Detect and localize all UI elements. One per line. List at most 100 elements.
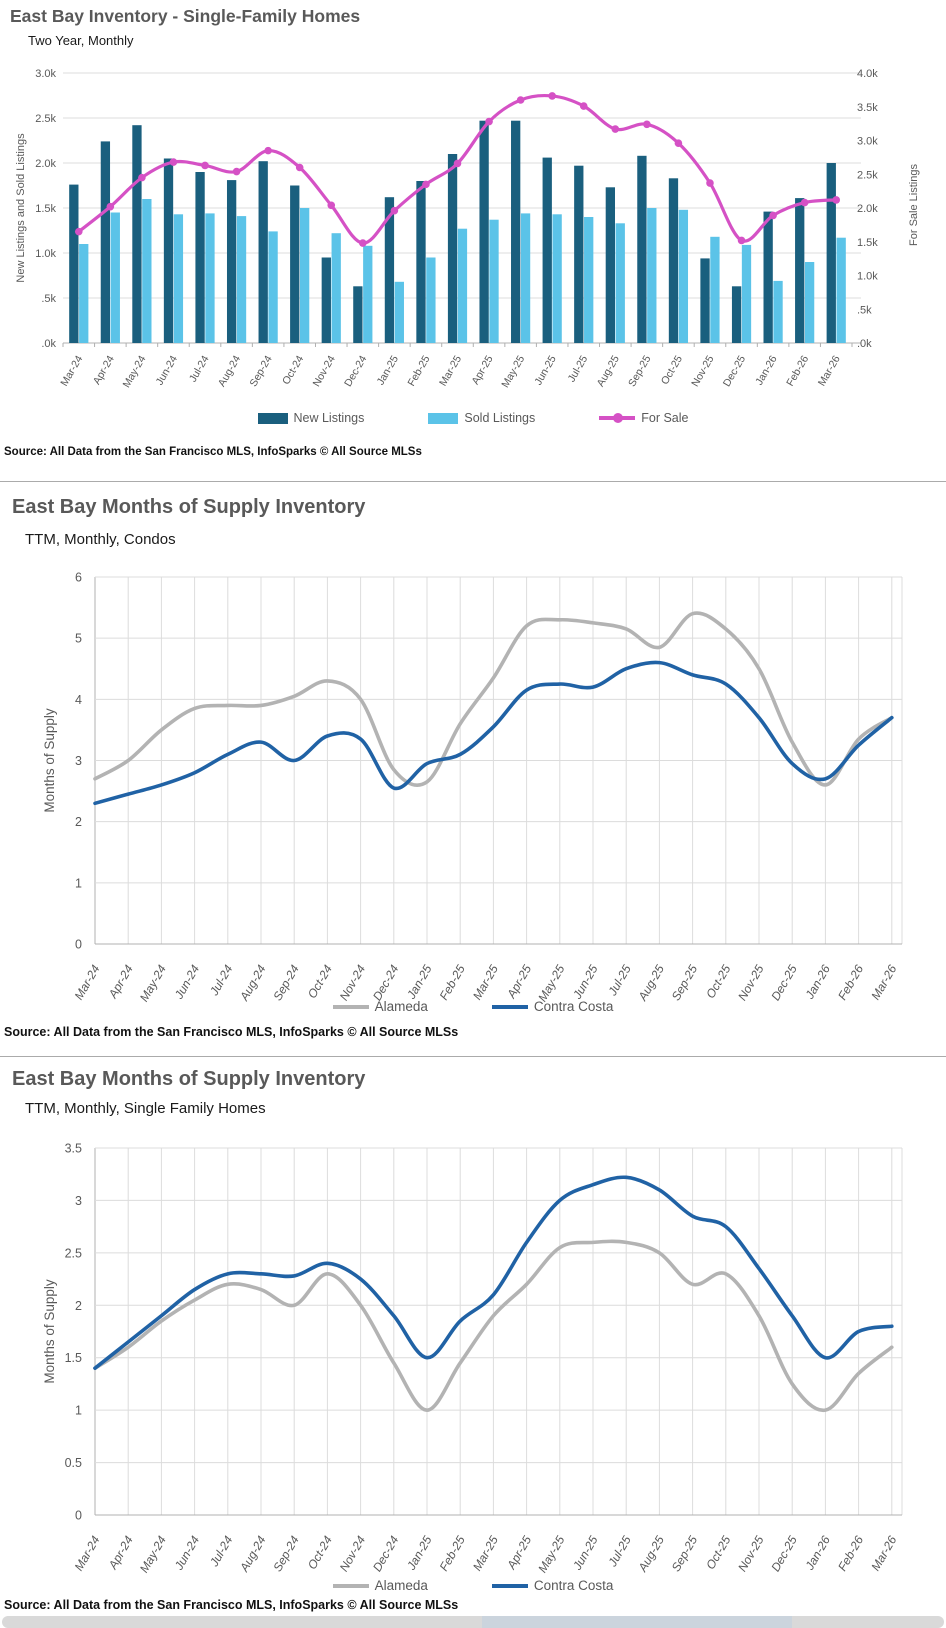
svg-text:Nov-24: Nov-24: [311, 353, 338, 388]
chart-title-sfh: East Bay Months of Supply Inventory: [12, 1068, 366, 1090]
svg-text:Jul-24: Jul-24: [206, 1533, 235, 1569]
svg-text:1.5: 1.5: [65, 1351, 82, 1365]
svg-text:Mar-26: Mar-26: [868, 962, 899, 1002]
svg-text:1.0k: 1.0k: [35, 248, 56, 260]
svg-text:Oct-24: Oct-24: [305, 962, 335, 1000]
svg-text:6: 6: [75, 570, 82, 584]
legend-item-alameda: Alameda: [332, 1578, 428, 1593]
condos-chart-legend: Alameda Contra Costa: [0, 999, 946, 1014]
svg-text:Jan-26: Jan-26: [802, 1533, 833, 1573]
svg-text:Aug-25: Aug-25: [635, 1533, 667, 1575]
svg-text:Feb-26: Feb-26: [784, 353, 811, 388]
svg-text:Jun-24: Jun-24: [154, 353, 181, 387]
svg-text:Jun-24: Jun-24: [171, 1533, 202, 1573]
legend-label: Alameda: [374, 999, 428, 1014]
svg-text:Feb-26: Feb-26: [835, 1533, 866, 1573]
svg-text:Months of Supply: Months of Supply: [42, 1279, 57, 1384]
alameda-swatch-icon: [332, 1004, 369, 1009]
svg-text:1.0k: 1.0k: [857, 271, 878, 283]
svg-text:Jan-26: Jan-26: [753, 353, 780, 387]
svg-text:4.0k: 4.0k: [857, 68, 878, 80]
source-note: Source: All Data from the San Francisco …: [4, 446, 422, 458]
svg-text:3.5: 3.5: [65, 1141, 82, 1155]
svg-text:Feb-25: Feb-25: [437, 1533, 468, 1573]
legend-item-new-listings: New Listings: [257, 411, 365, 425]
svg-text:Oct-25: Oct-25: [659, 353, 685, 386]
svg-text:Jul-25: Jul-25: [605, 962, 634, 998]
svg-text:1: 1: [75, 1404, 82, 1418]
svg-text:May-24: May-24: [137, 962, 169, 1004]
svg-text:Jan-25: Jan-25: [404, 962, 435, 1002]
svg-text:Sep-25: Sep-25: [669, 1533, 701, 1574]
svg-text:Aug-25: Aug-25: [635, 962, 667, 1004]
svg-text:Mar-26: Mar-26: [816, 353, 843, 388]
svg-text:.0k: .0k: [41, 338, 56, 350]
svg-text:.5k: .5k: [857, 304, 872, 316]
svg-text:New Listings and Sold Listings: New Listings and Sold Listings: [15, 133, 27, 283]
chart-subtitle-sfh: TTM, Monthly, Single Family Homes: [25, 1100, 266, 1117]
source-note: Source: All Data from the San Francisco …: [4, 1025, 459, 1039]
svg-text:Jun-25: Jun-25: [570, 1533, 601, 1573]
svg-text:Aug-24: Aug-24: [237, 962, 269, 1004]
svg-text:0: 0: [75, 938, 82, 952]
svg-text:Mar-26: Mar-26: [868, 1533, 899, 1573]
svg-text:Apr-25: Apr-25: [470, 353, 496, 386]
svg-text:Aug-24: Aug-24: [216, 353, 243, 388]
contra-costa-swatch-icon: [491, 1583, 528, 1588]
for-sale-swatch-icon: [599, 413, 636, 423]
sold-listings-swatch-icon: [428, 412, 459, 424]
svg-text:Jan-25: Jan-25: [375, 353, 402, 387]
svg-text:Apr-25: Apr-25: [504, 962, 535, 1001]
svg-text:Dec-25: Dec-25: [768, 1533, 800, 1574]
legend-item-contra-costa: Contra Costa: [491, 999, 613, 1014]
contra-costa-swatch-icon: [491, 1004, 528, 1009]
svg-text:Mar-24: Mar-24: [58, 353, 85, 388]
svg-text:Oct-24: Oct-24: [305, 1533, 335, 1571]
svg-text:Jul-25: Jul-25: [605, 1533, 634, 1569]
svg-text:Sep-24: Sep-24: [270, 1533, 302, 1574]
svg-text:Jul-24: Jul-24: [206, 962, 235, 998]
svg-text:Mar-25: Mar-25: [470, 962, 501, 1002]
svg-text:Sep-24: Sep-24: [247, 353, 274, 388]
svg-text:Dec-25: Dec-25: [721, 353, 748, 388]
svg-text:Apr-24: Apr-24: [105, 1533, 136, 1572]
svg-text:May-25: May-25: [535, 1533, 567, 1575]
svg-text:Jun-25: Jun-25: [570, 962, 601, 1002]
svg-text:For Sale Listings: For Sale Listings: [908, 164, 920, 246]
svg-text:Mar-24: Mar-24: [72, 962, 103, 1002]
svg-text:Aug-25: Aug-25: [595, 353, 622, 388]
legend-label: Sold Listings: [464, 411, 536, 425]
svg-text:3.0k: 3.0k: [857, 136, 878, 148]
svg-text:Mar-24: Mar-24: [72, 1533, 103, 1573]
svg-text:2: 2: [75, 1299, 82, 1313]
chart-subtitle-condos: TTM, Monthly, Condos: [25, 531, 176, 548]
svg-text:Months of Supply: Months of Supply: [42, 708, 57, 813]
svg-text:Sep-25: Sep-25: [626, 353, 653, 388]
svg-text:Dec-24: Dec-24: [342, 353, 369, 388]
svg-text:.5k: .5k: [41, 293, 56, 305]
section-divider: [0, 481, 946, 482]
legend-label: New Listings: [293, 411, 365, 425]
svg-text:Nov-25: Nov-25: [689, 353, 716, 388]
chart-title-condos: East Bay Months of Supply Inventory: [12, 496, 366, 518]
svg-text:May-25: May-25: [535, 962, 567, 1004]
svg-text:Feb-25: Feb-25: [437, 962, 468, 1002]
svg-text:Nov-24: Nov-24: [337, 962, 369, 1003]
scrollbar-thumb[interactable]: [482, 1616, 792, 1628]
svg-text:Jan-25: Jan-25: [404, 1533, 435, 1573]
svg-text:Jun-25: Jun-25: [532, 353, 559, 387]
svg-text:2.5k: 2.5k: [857, 169, 878, 181]
svg-text:Jul-25: Jul-25: [566, 353, 591, 384]
inventory-chart-legend: New Listings Sold Listings For Sale: [0, 411, 946, 425]
svg-text:Mar-25: Mar-25: [470, 1533, 501, 1573]
svg-text:Sep-25: Sep-25: [669, 962, 701, 1003]
svg-text:2.5: 2.5: [65, 1246, 82, 1260]
legend-label: Contra Costa: [533, 1578, 614, 1593]
svg-text:Apr-24: Apr-24: [105, 962, 136, 1001]
svg-text:Oct-25: Oct-25: [703, 962, 733, 1000]
sfh-chart-legend: Alameda Contra Costa: [0, 1578, 946, 1593]
svg-text:Jan-26: Jan-26: [802, 962, 833, 1002]
bottom-scrollbar-track: [2, 1616, 944, 1628]
svg-text:3: 3: [75, 1194, 82, 1208]
